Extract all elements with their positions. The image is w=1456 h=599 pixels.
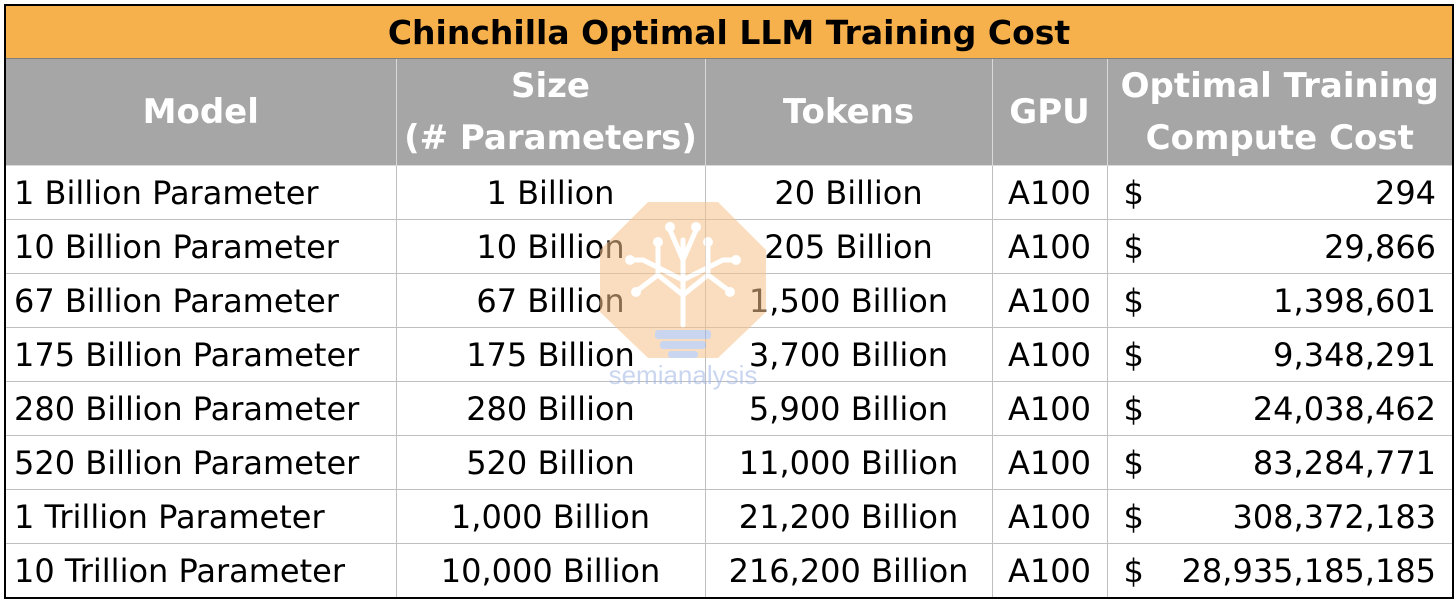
cell-size: 520 Billion [395,435,706,490]
table-row: 10 Trillion Parameter 10,000 Billion 216,2… [4,543,1454,599]
cell-gpu: A100 [991,543,1108,599]
cost-currency-symbol: $ [1123,551,1144,590]
table-row: 1 Trillion Parameter 1,000 Billion 21,200 … [4,489,1454,544]
cell-cost: $29,866 [1106,219,1454,274]
cell-gpu: A100 [991,435,1108,490]
cell-model: 280 Billion Parameter [4,381,397,436]
cost-currency-symbol: $ [1123,389,1144,428]
cell-model: 10 Billion Parameter [4,219,397,274]
table-row: 280 Billion Parameter 280 Billion 5,900 Bi… [4,381,1454,436]
cell-model: 10 Trillion Parameter [4,543,397,599]
cell-cost: $83,284,771 [1106,435,1454,490]
cell-cost: $24,038,462 [1106,381,1454,436]
cell-gpu: A100 [991,327,1108,382]
cell-size: 67 Billion [395,273,706,328]
cell-cost: $294 [1106,165,1454,220]
cost-currency-symbol: $ [1123,497,1144,536]
cost-value: 308,372,183 [1232,497,1437,536]
cost-value: 9,348,291 [1273,335,1437,374]
cell-tokens: 11,000 Billion [704,435,993,490]
column-header-cost-line2: Compute Cost [1145,118,1414,158]
cell-model: 520 Billion Parameter [4,435,397,490]
cost-currency-symbol: $ [1123,173,1144,212]
cost-currency-symbol: $ [1123,335,1144,374]
cell-tokens: 5,900 Billion [704,381,993,436]
cost-value: 24,038,462 [1252,389,1437,428]
table-body: 1 Billion Parameter 1 Billion 20 Billion A1… [4,165,1454,599]
cost-currency-symbol: $ [1123,443,1144,482]
cost-value: 83,284,771 [1252,443,1437,482]
cell-size: 10 Billion [395,219,706,274]
cell-gpu: A100 [991,165,1108,220]
table-row: 175 Billion Parameter 175 Billion 3,700 Bi… [4,327,1454,382]
cell-size: 1 Billion [395,165,706,220]
cell-gpu: A100 [991,489,1108,544]
table-row: 10 Billion Parameter 10 Billion 205 Billio… [4,219,1454,274]
table-row: 520 Billion Parameter 520 Billion 11,000 B… [4,435,1454,490]
cell-cost: $308,372,183 [1106,489,1454,544]
column-header-gpu-line1: GPU [1009,92,1090,132]
column-header-size-line1: Size [511,66,590,106]
cost-value: 1,398,601 [1273,281,1437,320]
cell-gpu: A100 [991,219,1108,274]
cell-tokens: 21,200 Billion [704,489,993,544]
cell-gpu: A100 [991,273,1108,328]
cell-gpu: A100 [991,381,1108,436]
cell-size: 1,000 Billion [395,489,706,544]
cost-currency-symbol: $ [1123,227,1144,266]
header-row: Model Size (# Parameters) Tokens GPU Opt… [4,58,1454,166]
cell-model: 175 Billion Parameter [4,327,397,382]
cost-currency-symbol: $ [1123,281,1144,320]
cost-value: 294 [1374,173,1437,212]
column-header-model: Model [4,58,397,166]
column-header-gpu: GPU [991,58,1108,166]
cell-tokens: 205 Billion [704,219,993,274]
table-row: 67 Billion Parameter 67 Billion 1,500 Bill… [4,273,1454,328]
cell-tokens: 1,500 Billion [704,273,993,328]
column-header-size-line2: (# Parameters) [404,118,697,158]
cell-size: 280 Billion [395,381,706,436]
cell-model: 1 Trillion Parameter [4,489,397,544]
table-title: Chinchilla Optimal LLM Training Cost [3,4,1455,59]
column-header-cost-line1: Optimal Training [1120,66,1439,106]
cell-cost: $28,935,185,185 [1106,543,1454,599]
cell-cost: $1,398,601 [1106,273,1454,328]
cell-size: 10,000 Billion [395,543,706,599]
table-row: 1 Billion Parameter 1 Billion 20 Billion A1… [4,165,1454,220]
cell-tokens: 20 Billion [704,165,993,220]
column-header-size: Size (# Parameters) [395,58,706,166]
cell-model: 1 Billion Parameter [4,165,397,220]
column-header-cost: Optimal Training Compute Cost [1106,58,1454,166]
cell-cost: $9,348,291 [1106,327,1454,382]
cost-value: 29,866 [1324,227,1437,266]
cell-size: 175 Billion [395,327,706,382]
training-cost-table: Chinchilla Optimal LLM Training Cost Mod… [3,4,1455,599]
column-header-tokens: Tokens [704,58,993,166]
column-header-model-line1: Model [142,92,259,132]
cell-tokens: 216,200 Billion [704,543,993,599]
column-header-tokens-line1: Tokens [782,92,915,132]
cost-value: 28,935,185,185 [1181,551,1437,590]
cell-tokens: 3,700 Billion [704,327,993,382]
cell-model: 67 Billion Parameter [4,273,397,328]
